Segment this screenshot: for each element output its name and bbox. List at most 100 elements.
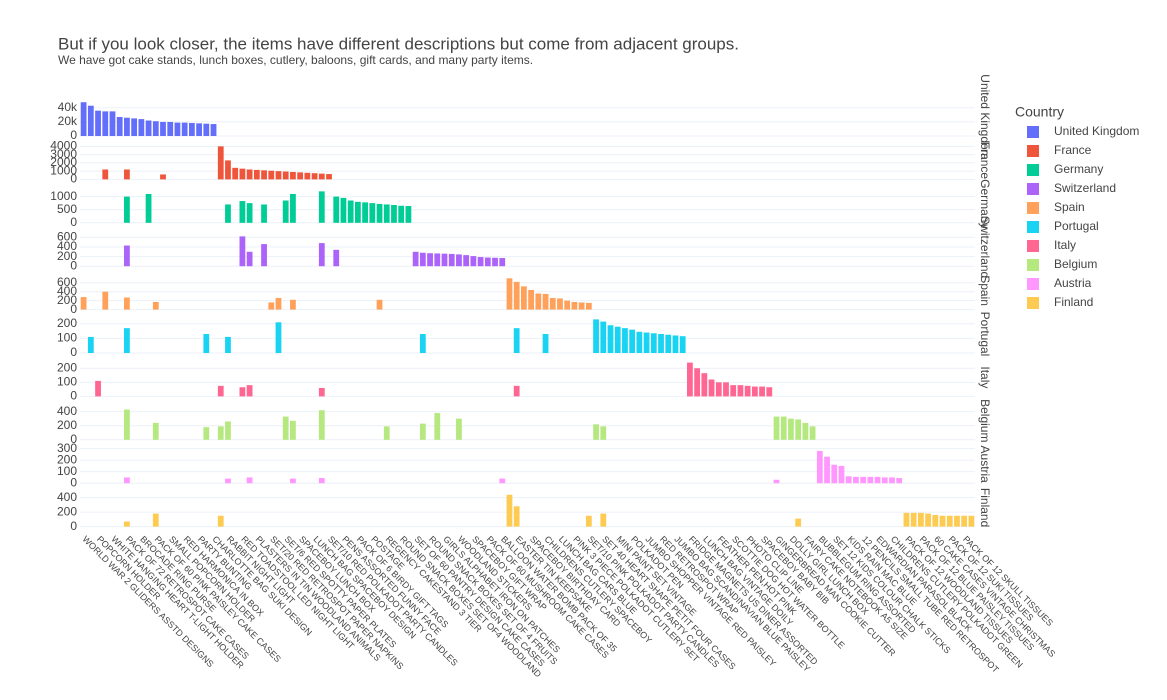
y-tick-label: 300: [57, 441, 77, 455]
bar: [124, 477, 130, 484]
bar: [225, 421, 231, 440]
legend-label[interactable]: Spain: [1054, 200, 1085, 214]
bar: [925, 513, 931, 527]
y-tick-label: 400: [57, 239, 77, 253]
legend-swatch[interactable]: [1027, 221, 1039, 233]
bar: [492, 257, 498, 267]
y-tick-label: 500: [57, 202, 77, 216]
legend-label[interactable]: Germany: [1054, 162, 1103, 176]
bar: [290, 299, 296, 310]
y-tick-label: 0: [70, 172, 77, 186]
bar: [225, 204, 231, 223]
bar: [124, 328, 130, 353]
bar: [881, 477, 888, 484]
bar: [246, 251, 253, 267]
bar: [795, 419, 802, 440]
bar: [124, 169, 130, 180]
bar: [521, 286, 527, 310]
bar: [282, 200, 289, 223]
y-tick-label: 200: [57, 316, 77, 330]
bar: [636, 331, 643, 353]
y-tick-label: 4000: [50, 139, 77, 153]
bar: [824, 456, 830, 484]
bar: [124, 117, 130, 136]
bar: [867, 476, 874, 484]
bar: [340, 197, 347, 223]
bar: [217, 385, 224, 397]
bar: [152, 121, 159, 136]
bar: [456, 254, 462, 267]
bar: [593, 424, 599, 440]
legend-swatch[interactable]: [1027, 164, 1039, 176]
legend-label[interactable]: Portugal: [1054, 219, 1099, 233]
bar: [917, 512, 924, 527]
bar: [434, 413, 441, 440]
bar: [246, 477, 253, 484]
bar: [961, 515, 968, 527]
bar: [246, 203, 253, 223]
legend-swatch[interactable]: [1027, 297, 1039, 309]
y-tick-label: 1000: [50, 163, 77, 177]
bar: [412, 251, 419, 267]
legend-swatch[interactable]: [1027, 202, 1039, 214]
bar: [802, 422, 809, 440]
legend-label[interactable]: Austria: [1054, 276, 1092, 290]
bar: [506, 278, 513, 310]
legend-swatch[interactable]: [1027, 240, 1039, 252]
bar: [845, 476, 852, 484]
y-tick-label: 200: [57, 360, 77, 374]
bar: [124, 196, 130, 223]
bar: [87, 105, 94, 136]
bar: [102, 169, 109, 180]
bar: [87, 336, 94, 353]
facet-label: Belgium: [978, 399, 992, 442]
legend-swatch[interactable]: [1027, 145, 1039, 157]
bar: [167, 121, 174, 136]
facet-label: Finland: [978, 488, 992, 527]
bar: [131, 118, 138, 136]
bar: [210, 124, 217, 136]
y-tick-label: 0: [70, 302, 77, 316]
bar: [528, 289, 534, 310]
bar: [889, 477, 895, 484]
legend-label[interactable]: Finland: [1054, 295, 1093, 309]
bar: [160, 121, 166, 136]
bar: [441, 253, 448, 267]
legend-label[interactable]: France: [1054, 143, 1092, 157]
chart-subtitle: We have got cake stands, lunch boxes, cu…: [58, 53, 533, 67]
legend-swatch[interactable]: [1027, 183, 1039, 195]
bar: [795, 518, 802, 527]
bar: [477, 257, 484, 267]
bar: [513, 328, 520, 353]
bar: [246, 169, 253, 180]
legend-swatch[interactable]: [1027, 126, 1039, 138]
bar: [419, 252, 426, 267]
bar: [145, 193, 152, 223]
bar: [650, 333, 657, 353]
y-tick-label: 100: [57, 374, 77, 388]
legend-swatch[interactable]: [1027, 278, 1039, 290]
bar: [419, 334, 426, 353]
legend-swatch[interactable]: [1027, 259, 1039, 271]
bar: [124, 521, 130, 527]
bar: [766, 387, 773, 397]
bar: [427, 253, 433, 267]
bar: [152, 422, 159, 440]
y-tick-label: 600: [57, 230, 77, 244]
legend-label[interactable]: Belgium: [1054, 257, 1097, 271]
bar: [405, 206, 412, 223]
y-tick-label: 200: [57, 452, 77, 466]
legend-label[interactable]: Italy: [1054, 238, 1076, 252]
bar: [290, 420, 296, 440]
legend-label[interactable]: United Kingdom: [1054, 124, 1139, 138]
bar: [773, 479, 780, 484]
bar: [174, 122, 181, 136]
bar: [896, 478, 903, 484]
bar: [456, 418, 462, 440]
y-tick-label: 400: [57, 404, 77, 418]
bar: [261, 204, 267, 223]
bar: [484, 257, 491, 267]
legend-label[interactable]: Switzerland: [1054, 181, 1116, 195]
bar: [318, 478, 325, 484]
bar: [751, 386, 758, 397]
